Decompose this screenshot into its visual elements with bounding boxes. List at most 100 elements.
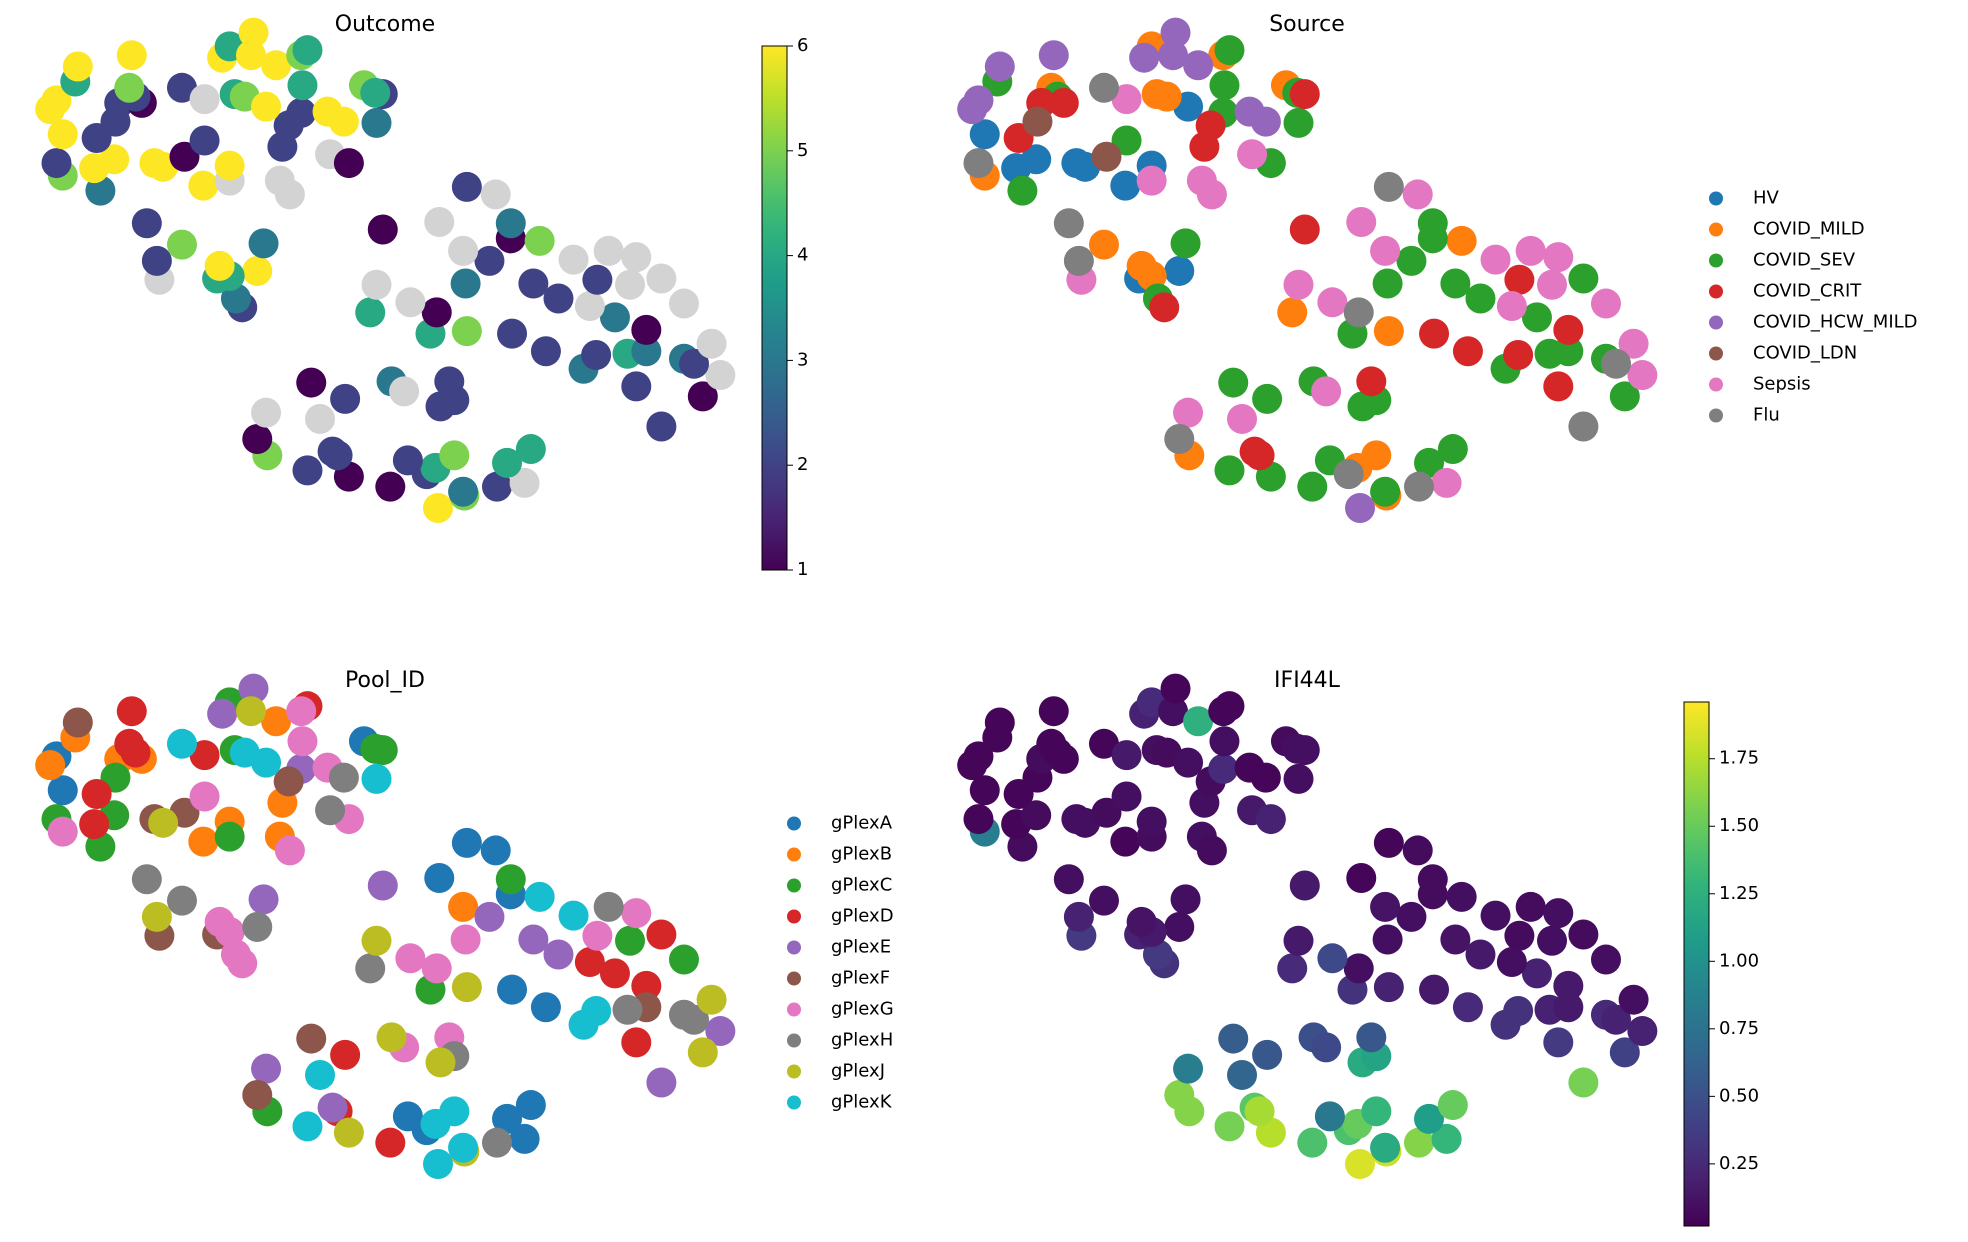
point [114, 72, 145, 103]
legend-label: COVID_HCW_MILD [1753, 312, 1918, 333]
point [1297, 471, 1328, 502]
point [361, 107, 392, 138]
point [421, 297, 452, 328]
point [1417, 208, 1448, 239]
point [481, 1127, 512, 1158]
point [1289, 214, 1320, 245]
point [1465, 939, 1496, 970]
point [1568, 1067, 1599, 1098]
point [1437, 1090, 1468, 1121]
point [1346, 863, 1377, 894]
point [1237, 139, 1268, 170]
point [305, 1059, 336, 1090]
point [448, 476, 479, 507]
point [1289, 79, 1320, 110]
point [1403, 471, 1434, 502]
point [450, 924, 481, 955]
point [448, 891, 479, 922]
point [204, 906, 235, 937]
point [360, 77, 391, 108]
colorbar [1683, 701, 1710, 1227]
point [582, 264, 613, 295]
point [189, 781, 220, 812]
point [375, 471, 406, 502]
point [1063, 245, 1094, 276]
point [1356, 366, 1387, 397]
point [1609, 381, 1640, 412]
legend-label: gPlexG [831, 999, 894, 1020]
point [1627, 1016, 1658, 1047]
point [1091, 797, 1122, 828]
point [148, 807, 179, 838]
point [1333, 459, 1364, 490]
point [261, 50, 292, 81]
point [451, 316, 482, 347]
point [35, 750, 66, 781]
point [451, 972, 482, 1003]
point [41, 148, 72, 179]
point [1289, 870, 1320, 901]
point [1255, 804, 1286, 835]
point [1373, 171, 1404, 202]
point [189, 125, 220, 156]
point [1537, 925, 1568, 956]
point [1173, 1053, 1204, 1084]
colorbar-tick-label: 2 [797, 454, 808, 475]
point [99, 144, 130, 175]
point [646, 263, 677, 294]
point [1110, 826, 1141, 857]
colorbar-tick-label: 3 [797, 349, 808, 370]
point [963, 741, 994, 772]
legend-marker [787, 1033, 801, 1048]
point [705, 360, 736, 391]
point [1282, 733, 1313, 764]
point [492, 1103, 523, 1134]
point [1063, 901, 1094, 932]
point [1618, 984, 1649, 1015]
panel-title: IFI44L [1274, 668, 1341, 693]
point [1503, 339, 1534, 370]
point [1346, 207, 1377, 238]
point [1414, 447, 1445, 478]
point [1088, 72, 1119, 103]
point [1553, 336, 1584, 367]
point [292, 1111, 323, 1142]
point [963, 804, 994, 835]
point [1252, 1039, 1283, 1070]
point [1250, 762, 1281, 793]
colorbar-tick-label: 1.25 [1719, 883, 1759, 904]
legend-marker [787, 940, 801, 955]
point [705, 1016, 736, 1047]
point [1111, 84, 1142, 115]
point [1088, 229, 1119, 260]
legend-label: gPlexH [831, 1030, 893, 1051]
point [1343, 297, 1374, 328]
legend-marker [1709, 377, 1723, 392]
point [1543, 371, 1574, 402]
point [574, 947, 605, 978]
point [166, 229, 197, 260]
point [1136, 806, 1167, 837]
point [47, 119, 78, 150]
point [1158, 40, 1188, 71]
point [530, 336, 561, 367]
point [188, 170, 219, 201]
point [1311, 1032, 1342, 1063]
point [615, 925, 646, 956]
point [1568, 263, 1599, 294]
point [375, 1127, 406, 1158]
point [116, 696, 147, 727]
panel: Pool_ID gPlexA gPlexB gPlexC gPlexD gPlexE gPl… [35, 668, 894, 1180]
point [330, 383, 361, 414]
point [1568, 919, 1599, 950]
point [581, 995, 612, 1026]
point [497, 318, 528, 349]
point [1419, 318, 1450, 349]
point [518, 924, 549, 955]
point [361, 763, 392, 794]
colorbar-tick-label: 1.00 [1719, 950, 1759, 971]
point [1361, 1096, 1392, 1127]
point [248, 884, 279, 915]
point [1129, 42, 1160, 73]
point [593, 891, 624, 922]
